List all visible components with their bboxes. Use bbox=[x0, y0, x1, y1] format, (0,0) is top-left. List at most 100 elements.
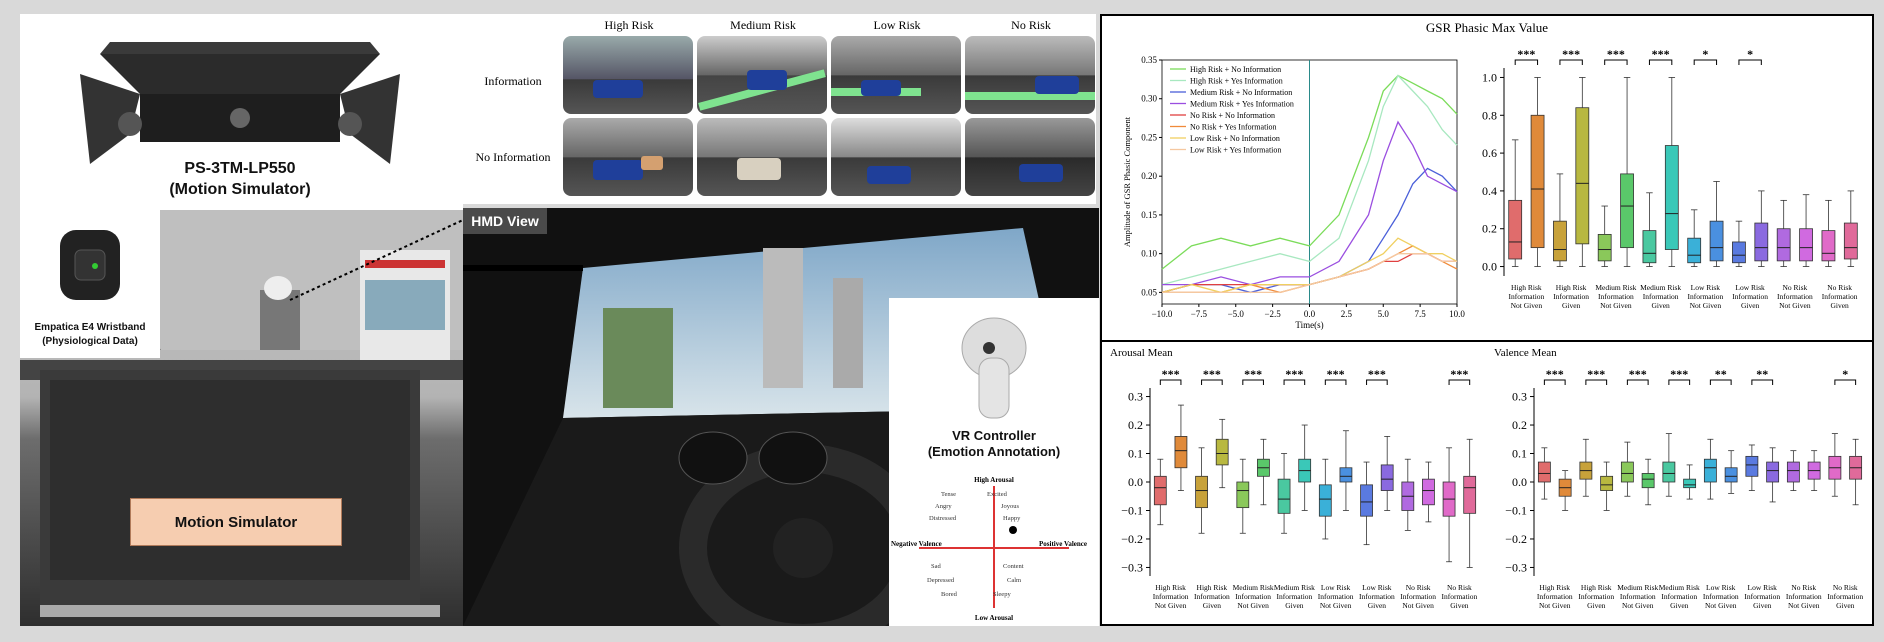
category-label: Information bbox=[1661, 592, 1697, 601]
significance-bracket bbox=[1585, 379, 1608, 385]
chart-title: Valence Mean bbox=[1494, 347, 1557, 359]
box bbox=[1799, 228, 1813, 262]
box bbox=[1597, 233, 1612, 262]
box bbox=[1380, 464, 1394, 491]
y-tick-label: 0.05 bbox=[1141, 287, 1157, 297]
category-label: Information bbox=[1553, 292, 1589, 301]
category-label: Low Risk bbox=[1748, 583, 1778, 592]
scenario-thumbnail bbox=[831, 36, 961, 114]
category-label: Given bbox=[1651, 301, 1670, 310]
wristband-sublabel: (Physiological Data) bbox=[42, 336, 138, 347]
box bbox=[1463, 475, 1477, 514]
significance-marker: *** bbox=[1162, 367, 1180, 381]
y-tick-label: −0.3 bbox=[1121, 560, 1143, 574]
x-tick-label: −7.5 bbox=[1191, 309, 1208, 319]
significance-bracket bbox=[1201, 379, 1223, 385]
significance-marker: * bbox=[1842, 367, 1848, 381]
category-label: Information bbox=[1822, 292, 1858, 301]
category-label: Information bbox=[1786, 592, 1822, 601]
series-line bbox=[1161, 74, 1458, 270]
category-label: High Risk bbox=[1539, 583, 1570, 592]
category-label: Medium Risk bbox=[1659, 583, 1700, 592]
category-label: No Risk bbox=[1827, 283, 1852, 292]
significance-bracket bbox=[1709, 379, 1732, 385]
category-label: No Risk bbox=[1447, 583, 1472, 592]
category-label: Given bbox=[1562, 301, 1581, 310]
box bbox=[1575, 107, 1590, 245]
significance-bracket bbox=[1159, 379, 1182, 385]
category-label: Information bbox=[1578, 592, 1614, 601]
emotion-word: Content bbox=[1003, 563, 1024, 570]
category-label: No Risk bbox=[1833, 583, 1858, 592]
significance-bracket bbox=[1693, 59, 1718, 65]
y-tick-label: 0.8 bbox=[1482, 108, 1497, 122]
box bbox=[1215, 438, 1229, 466]
column-label-low-risk: Low Risk bbox=[873, 18, 921, 32]
category-label: Given bbox=[1450, 601, 1469, 610]
category-label: Given bbox=[1741, 301, 1760, 310]
y-axis-label: Amplitude of GSR Phasic Component bbox=[1122, 116, 1132, 247]
significance-bracket bbox=[1738, 59, 1762, 65]
significance-marker: *** bbox=[1562, 47, 1580, 61]
y-tick-label: 1.0 bbox=[1482, 70, 1497, 84]
category-label: Information bbox=[1620, 592, 1656, 601]
category-label: High Risk bbox=[1155, 583, 1186, 592]
y-tick-label: 0.2 bbox=[1128, 418, 1143, 432]
y-tick-label: 0.3 bbox=[1128, 390, 1143, 404]
significance-marker: *** bbox=[1652, 47, 1670, 61]
emotion-words: Tense Excited Angry Joyous Distressed Happy Sa… bbox=[927, 491, 1024, 598]
category-label: Information bbox=[1318, 592, 1354, 601]
category-label: Low Risk bbox=[1691, 283, 1721, 292]
category-label: Low Risk bbox=[1706, 583, 1736, 592]
category-label: Information bbox=[1827, 592, 1863, 601]
box bbox=[1530, 114, 1545, 249]
significance-marker: *** bbox=[1203, 367, 1221, 381]
significance-marker: * bbox=[1702, 47, 1708, 61]
significance-bracket bbox=[1242, 379, 1264, 385]
legend-entry: No Risk + No Information bbox=[1190, 111, 1275, 120]
legend-entry: High Risk + Yes Information bbox=[1190, 77, 1283, 86]
motion-platform-image bbox=[80, 42, 400, 164]
annotation-inset: VR Controller (Emotion Annotation) High … bbox=[889, 298, 1099, 626]
box bbox=[1277, 478, 1291, 514]
y-tick-label: 0.3 bbox=[1512, 390, 1527, 404]
category-label: Information bbox=[1643, 292, 1679, 301]
category-label: Information bbox=[1400, 592, 1436, 601]
category-label: Information bbox=[1744, 592, 1780, 601]
box bbox=[1641, 473, 1655, 489]
y-tick-label: 0.0 bbox=[1512, 475, 1527, 489]
emotion-word: Tense bbox=[941, 491, 956, 498]
category-label: Given bbox=[1753, 601, 1772, 610]
significance-marker: ** bbox=[1756, 367, 1768, 381]
significance-marker: *** bbox=[1587, 367, 1605, 381]
category-label: Not Given bbox=[1539, 601, 1571, 610]
significance-bracket bbox=[1448, 379, 1471, 385]
legend-entry: No Risk + Yes Information bbox=[1190, 123, 1277, 132]
significance-bracket bbox=[1543, 379, 1566, 385]
legend-entry: High Risk + No Information bbox=[1190, 65, 1281, 74]
significance-bracket bbox=[1366, 379, 1388, 385]
category-label: Information bbox=[1703, 592, 1739, 601]
box bbox=[1195, 475, 1208, 509]
emotion-word: Angry bbox=[935, 503, 952, 510]
box bbox=[1683, 478, 1697, 489]
motion-simulator-photo: PS-3TM-LP550 (Motion Simulator) bbox=[20, 14, 463, 204]
category-label: Medium Risk bbox=[1595, 283, 1636, 292]
y-tick-label: 0.25 bbox=[1141, 132, 1157, 142]
category-label: Not Given bbox=[1622, 601, 1654, 610]
column-label-no-risk: No Risk bbox=[1011, 18, 1051, 32]
gsr-line-chart: GSR Phasic Max Value0.050.100.150.200.25… bbox=[1122, 20, 1548, 330]
category-label: No Risk bbox=[1791, 583, 1816, 592]
category-label: Given bbox=[1670, 601, 1689, 610]
category-label: Information bbox=[1194, 592, 1230, 601]
y-tick-label: 0.2 bbox=[1482, 222, 1497, 236]
category-label: Information bbox=[1732, 292, 1768, 301]
circumplex-bottom-label: Low Arousal bbox=[975, 614, 1013, 622]
box bbox=[1318, 484, 1332, 517]
significance-bracket bbox=[1283, 379, 1306, 385]
category-label: Given bbox=[1587, 601, 1606, 610]
emotion-word: Distressed bbox=[929, 515, 957, 522]
x-tick-label: 7.5 bbox=[1415, 309, 1427, 319]
category-label: Information bbox=[1508, 292, 1544, 301]
